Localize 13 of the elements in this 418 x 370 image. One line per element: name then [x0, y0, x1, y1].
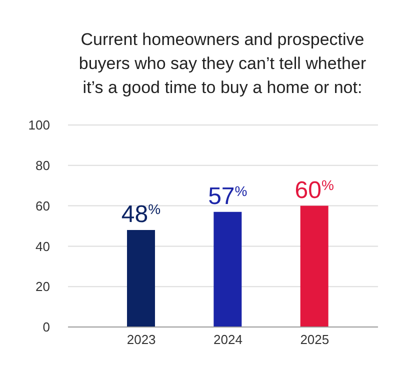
x-tick-label: 2024	[214, 332, 242, 348]
y-tick-label: 60	[36, 198, 50, 214]
y-tick-label: 0	[42, 320, 50, 335]
data-label: 57$^{%}$	[208, 182, 248, 210]
x-tick-label: 2025	[300, 332, 330, 348]
chart-title: Current homeowners and prospective buyers who say they can’t tell whether it’s a good time to buy a home or not:	[78, 29, 368, 99]
data-label: 48$^{%}$	[121, 200, 161, 228]
data-label: 60$^{%}$	[294, 176, 334, 204]
y-tick-label: 100	[28, 118, 50, 133]
x-tick-label: 2023	[126, 332, 156, 348]
y-tick-label: 80	[36, 158, 50, 174]
y-tick-label: 40	[36, 238, 50, 254]
y-tick-label: 20	[36, 279, 50, 294]
